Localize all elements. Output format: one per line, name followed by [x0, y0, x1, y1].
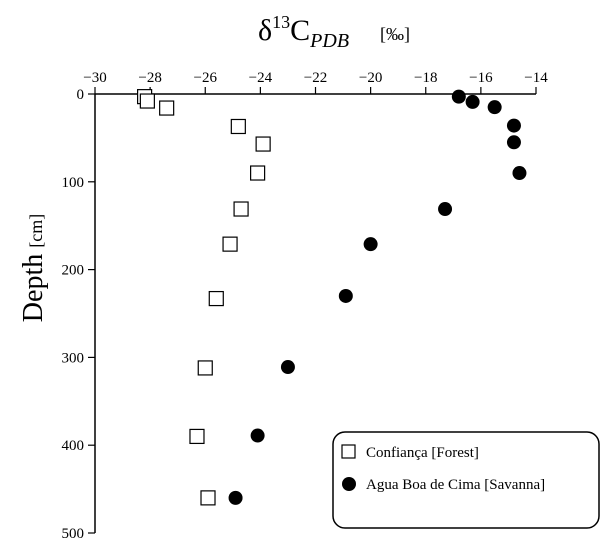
y-tick-label: 300 — [62, 350, 85, 366]
chart-title: δ13CPDB [‰] — [258, 12, 410, 52]
title-unit: [‰] — [380, 24, 410, 44]
y-tick-label: 500 — [62, 526, 85, 539]
forest-data-point — [230, 118, 246, 135]
x-tick-label: −14 — [524, 70, 548, 86]
title-element: C — [290, 14, 310, 47]
forest-data-point — [208, 290, 224, 307]
y-tick-label: 100 — [62, 175, 85, 191]
savanna-data-point — [228, 490, 243, 505]
savanna-data-point — [451, 89, 466, 104]
legend-label-forest: Confiança [Forest] — [366, 445, 479, 461]
forest-data-point — [197, 360, 213, 376]
title-delta: δ — [258, 14, 272, 47]
savanna-data-point — [465, 94, 480, 109]
x-tick-label: −18 — [414, 70, 437, 86]
savanna-data-point — [487, 100, 502, 115]
forest-data-point — [200, 490, 216, 506]
x-tick-label: −28 — [138, 70, 161, 86]
savanna-data-point — [506, 118, 521, 133]
y-axis-ticks: 0 100 200 300 400 500 — [62, 87, 95, 539]
legend: Confiança [Forest] Agua Boa de Cima [Sav… — [332, 431, 600, 529]
svg-text:Depth[cm]: Depth [cm] — [18, 214, 49, 322]
x-tick-label: −24 — [249, 70, 273, 86]
legend-marker-savanna — [342, 477, 356, 491]
x-tick-label: −26 — [194, 70, 218, 86]
legend-marker-forest — [341, 444, 356, 459]
forest-data-point — [159, 100, 175, 116]
forest-data-point — [222, 236, 238, 252]
x-tick-label: −20 — [359, 70, 382, 86]
y-tick-label: 0 — [77, 87, 85, 103]
savanna-data-point — [363, 237, 378, 252]
savanna-data-point — [250, 428, 265, 443]
savanna-data-point — [280, 360, 295, 375]
x-tick-label: −22 — [304, 70, 327, 86]
forest-data-point — [233, 201, 249, 217]
x-axis-ticks: −30 −28 −26 −24 −22 −20 −18 −16 −14 — [83, 70, 548, 94]
y-tick-label: 200 — [62, 263, 85, 279]
savanna-data-point — [506, 135, 521, 150]
legend-box — [332, 431, 600, 529]
svg-text:δ13CPDB: δ13CPDB — [258, 12, 349, 52]
forest-data-point — [139, 93, 155, 109]
forest-data-point — [189, 428, 205, 445]
forest-data-point — [255, 136, 271, 152]
legend-label-savanna: Agua Boa de Cima [Savanna] — [366, 477, 545, 493]
savanna-data-point — [338, 288, 353, 303]
y-tick-label: 400 — [62, 438, 85, 454]
y-axis-label: Depth [cm] — [18, 214, 49, 322]
savanna-data-point — [438, 202, 453, 217]
title-subscript: PDB — [309, 30, 349, 52]
forest-data-point — [250, 165, 266, 181]
ylabel-unit: [cm] — [26, 214, 46, 248]
x-tick-label: −30 — [83, 70, 106, 86]
title-isotope-mass: 13 — [272, 12, 290, 32]
ylabel-main: Depth — [18, 254, 49, 322]
data-points — [137, 89, 527, 506]
x-tick-label: −16 — [469, 70, 493, 86]
savanna-data-point — [512, 166, 527, 181]
